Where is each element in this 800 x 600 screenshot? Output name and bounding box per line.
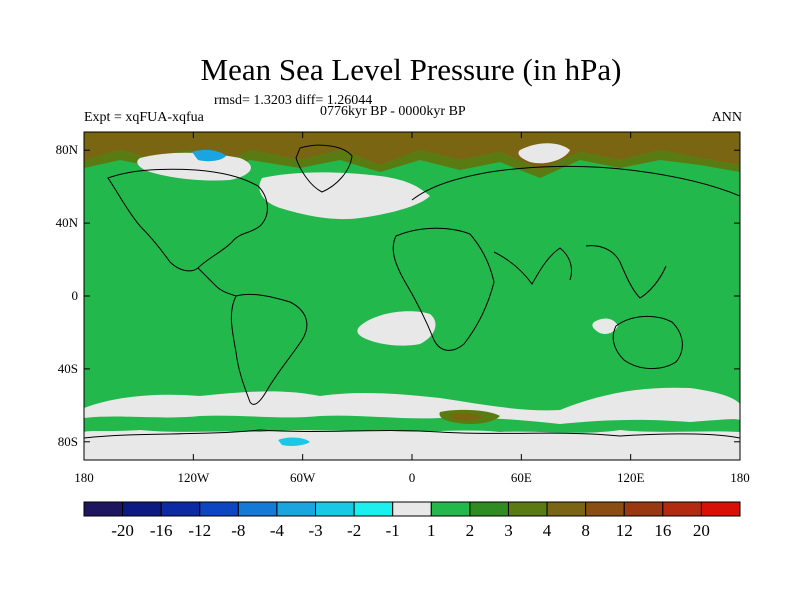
colorbar-label: -12 (188, 521, 211, 540)
latitude-axis: 80N 40N 0 40S 80S (56, 142, 740, 449)
colorbar-label: 16 (654, 521, 671, 540)
southern-ocean-positive-band (84, 415, 740, 433)
lat-tick-label: 80S (58, 434, 78, 449)
africa-coast (392, 227, 495, 351)
season-label: ANN (711, 110, 742, 125)
map-title: Mean Sea Level Pressure (in hPa) (200, 52, 622, 87)
colorbar-swatch (353, 501, 394, 517)
southeast-asia-coast (585, 245, 667, 299)
colorbar-label: 8 (581, 521, 590, 540)
australia-coast (612, 316, 683, 369)
colorbar-swatch (430, 501, 471, 517)
colorbar-swatch (199, 501, 239, 517)
australia-west-neutral-patch (592, 318, 618, 334)
lat-tick-label: 40S (58, 361, 78, 376)
arctic-neutral-patch (518, 143, 570, 164)
antarctica-coast (84, 429, 740, 439)
lon-tick-label: 0 (409, 470, 416, 485)
colorbar-swatch (546, 501, 587, 517)
north-america-coast (107, 168, 268, 272)
colorbar-swatch (83, 501, 124, 517)
colorbar-label: -20 (111, 521, 134, 540)
colorbar-label: -8 (231, 521, 245, 540)
time-period: 0776kyr BP - 0000kyr BP (320, 104, 466, 119)
colorbar-label: 3 (504, 521, 513, 540)
colorbar-swatch (623, 501, 664, 517)
south-america-coast (230, 293, 308, 405)
north-atlantic-neutral-patch (259, 172, 430, 220)
colorbar-swatch (276, 501, 317, 517)
arabia-india-coast (493, 247, 573, 285)
longitude-axis: 180 120W 60W 0 60E 120E 180 (74, 132, 750, 485)
colorbar-swatch (469, 501, 509, 517)
lat-tick-label: 40N (56, 215, 79, 230)
arctic-high-anomaly (84, 132, 740, 170)
coastlines (84, 144, 740, 439)
colorbar: -20 -16 -12 -8 -4 -3 -2 -1 1 2 3 4 8 12 16 20 (83, 501, 741, 540)
lon-tick-label: 180 (730, 470, 750, 485)
colorbar-swatch (160, 501, 201, 517)
europe-asia-coast (411, 165, 740, 201)
colorbar-label: -16 (150, 521, 173, 540)
rmsd-diff-stats: rmsd= 1.3203 diff= 1.26044 (214, 93, 373, 108)
south-atlantic-neutral-patch (357, 311, 436, 346)
central-america-coast (197, 267, 237, 297)
experiment-label: Expt = xqFUA-xqfua (84, 110, 204, 125)
antarctic-negative-anomaly (278, 437, 310, 446)
colorbar-label: 20 (693, 521, 710, 540)
lon-tick-label: 60W (290, 470, 316, 485)
colorbar-label: -4 (270, 521, 285, 540)
colorbar-label: 12 (616, 521, 633, 540)
lon-tick-label: 120E (617, 470, 645, 485)
map-plot-area (84, 132, 740, 460)
colorbar-swatch (700, 501, 741, 517)
lon-tick-label: 60E (511, 470, 532, 485)
colorbar-label: -3 (308, 521, 322, 540)
colorbar-swatch (585, 501, 625, 517)
greenland-negative-anomaly (192, 149, 226, 162)
colorbar-swatch (507, 501, 548, 517)
colorbar-swatch (392, 501, 432, 517)
lat-tick-label: 80N (56, 142, 79, 157)
colorbar-swatch (315, 501, 355, 517)
colorbar-label: -2 (347, 521, 361, 540)
colorbar-swatch (662, 501, 702, 517)
colorbar-label: 4 (543, 521, 552, 540)
antarctic-brown-anomaly (450, 413, 482, 421)
arctic-olive-band (84, 150, 740, 178)
lat-tick-label: 0 (72, 288, 79, 303)
lon-tick-label: 180 (74, 470, 94, 485)
lon-tick-label: 120W (177, 470, 210, 485)
greenland-coast (295, 144, 353, 193)
colorbar-label: -1 (386, 521, 400, 540)
colorbar-swatch (122, 501, 162, 517)
colorbar-label: 1 (427, 521, 436, 540)
colorbar-swatch (237, 501, 278, 517)
colorbar-label: 2 (466, 521, 475, 540)
